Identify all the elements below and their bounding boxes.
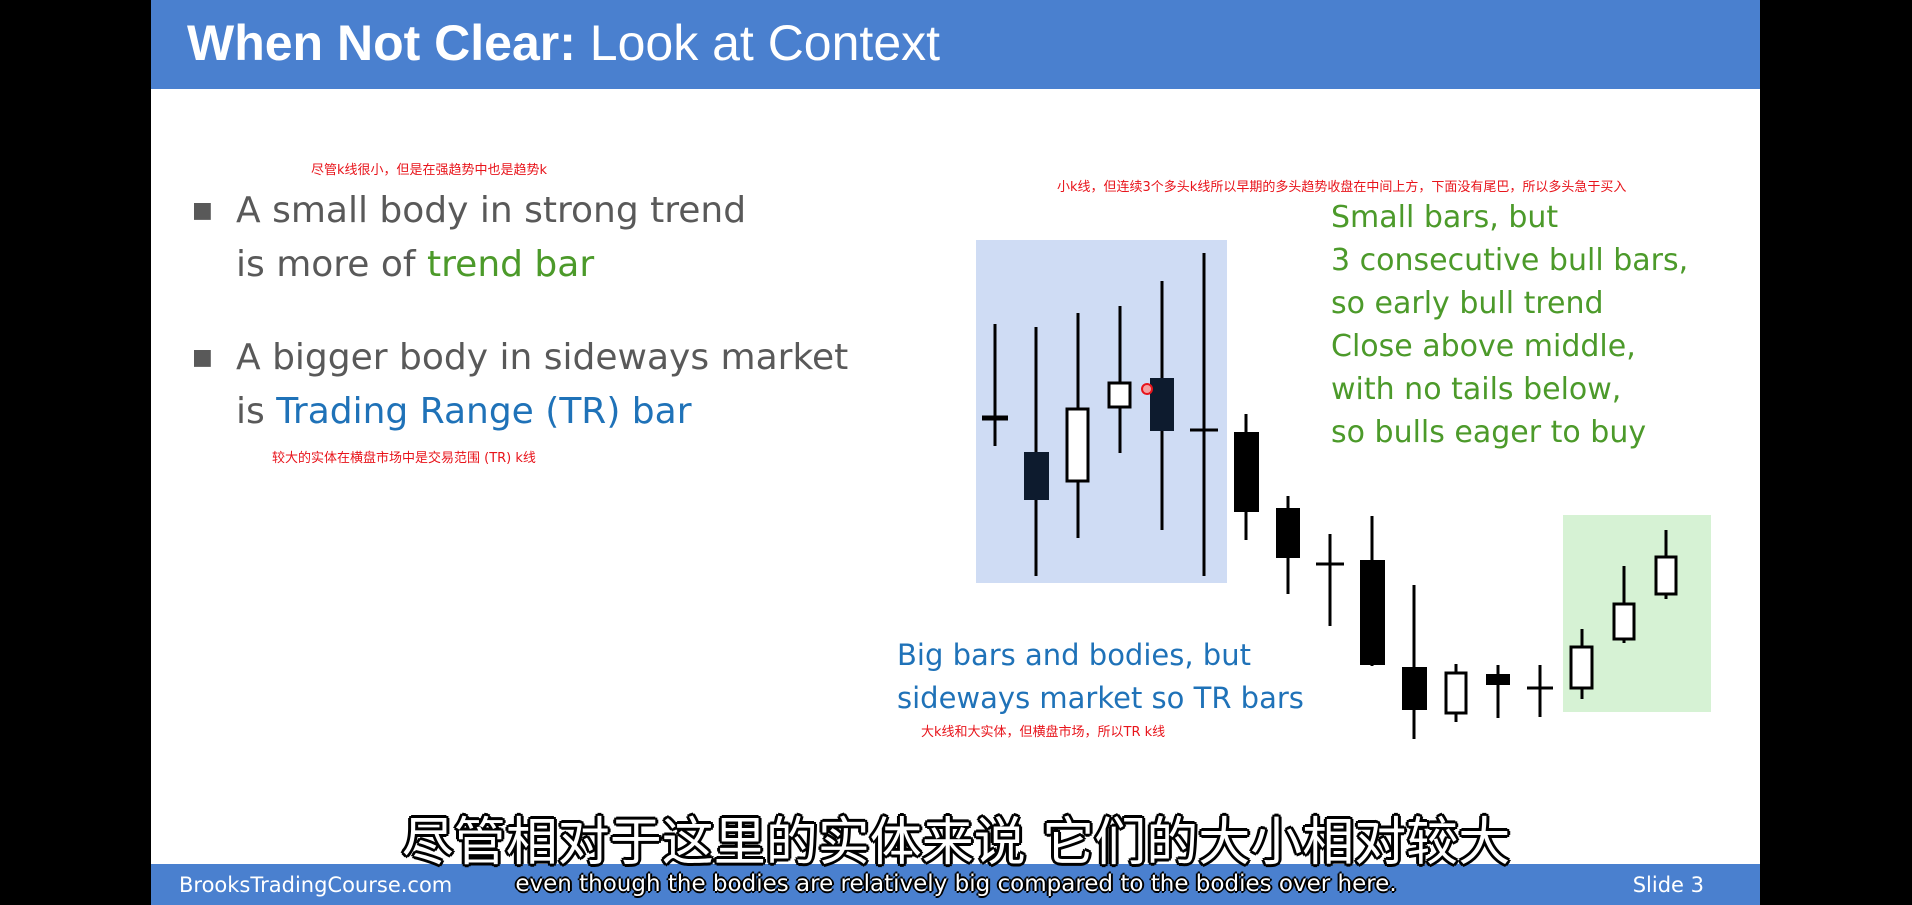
annotation-zh-bullet2: 较大的实体在横盘市场中是交易范围 (TR) k线	[272, 451, 536, 466]
bullet-1-line1: A small body in strong trend	[236, 190, 747, 231]
annotation-zh-bullet1: 尽管k线很小，但是在强趋势中也是趋势k	[311, 163, 548, 178]
bullet-2-line1: A bigger body in sideways market	[236, 337, 849, 378]
candle	[1234, 414, 1259, 540]
bullet-2: ■ A bigger body in sideways market is Tr…	[192, 331, 849, 439]
right-note-line: Small bars, but	[1331, 200, 1559, 235]
candle	[1150, 281, 1174, 530]
bullet-1: ■ A small body in strong trend is more o…	[192, 184, 747, 292]
footer-site: BrooksTradingCourse.com	[179, 873, 453, 897]
tr-region-highlight	[976, 240, 1227, 583]
bullet-marker: ■	[192, 345, 213, 370]
footer-slide-number: Slide 3	[1632, 873, 1704, 897]
candle	[1190, 253, 1218, 576]
candle	[1486, 665, 1510, 718]
candle	[1360, 516, 1385, 666]
bullet-2-prefix: is	[236, 391, 277, 432]
bullet-1-line2: is more of trend bar	[236, 238, 746, 292]
slide: When Not Clear: Look at Context 尽管k线很小，但…	[151, 0, 1760, 905]
bullet-1-prefix: is more of	[236, 244, 428, 285]
right-note-line: with no tails below,	[1331, 372, 1622, 407]
right-note: Small bars, but 3 consecutive bull bars,…	[1331, 196, 1688, 454]
bullet-2-line2: is Trading Range (TR) bar	[236, 385, 848, 439]
title-rest: Look at Context	[575, 15, 941, 71]
candle	[1654, 530, 1678, 599]
right-note-line: so bulls eager to buy	[1331, 415, 1647, 450]
candle	[1107, 306, 1132, 453]
right-note-line: so early bull trend	[1331, 286, 1604, 321]
candle	[1527, 665, 1553, 717]
subtitle-english: even though the bodies are relatively bi…	[515, 871, 1397, 897]
subtitle-chinese: 尽管相对于这里的实体来说 它们的大小相对较大	[401, 813, 1511, 873]
slide-title: When Not Clear: Look at Context	[187, 14, 940, 72]
bottom-note: Big bars and bodies, but sideways market…	[897, 634, 1304, 720]
slide-header: When Not Clear: Look at Context	[151, 0, 1760, 89]
annotation-zh-right: 小k线，但连续3个多头k线所以早期的多头趋势收盘在中间上方，下面没有尾巴，所以多…	[1057, 180, 1627, 195]
bullet-marker: ■	[192, 198, 213, 223]
candle	[1316, 534, 1344, 626]
candle	[1612, 566, 1636, 643]
candlestick-chart	[976, 240, 1711, 739]
candle	[1444, 664, 1468, 722]
candle	[1024, 327, 1049, 576]
candle	[1402, 585, 1427, 739]
bottom-note-line: Big bars and bodies, but	[897, 638, 1251, 672]
right-note-line: 3 consecutive bull bars,	[1331, 243, 1689, 278]
bullet-1-highlight: trend bar	[427, 244, 595, 285]
candle	[1569, 629, 1594, 699]
title-bold: When Not Clear:	[187, 15, 576, 71]
candle	[1276, 496, 1300, 594]
candle	[982, 324, 1008, 446]
annotation-zh-bottom: 大k线和大实体，但横盘市场，所以TR k线	[921, 725, 1166, 740]
cursor-pointer	[1141, 383, 1153, 395]
candle	[1065, 313, 1090, 538]
bullet-2-highlight: Trading Range (TR) bar	[276, 391, 692, 432]
bottom-note-line: sideways market so TR bars	[897, 681, 1304, 715]
right-note-line: Close above middle,	[1331, 329, 1636, 364]
slide-footer: BrooksTradingCourse.com Slide 3	[151, 864, 1760, 905]
